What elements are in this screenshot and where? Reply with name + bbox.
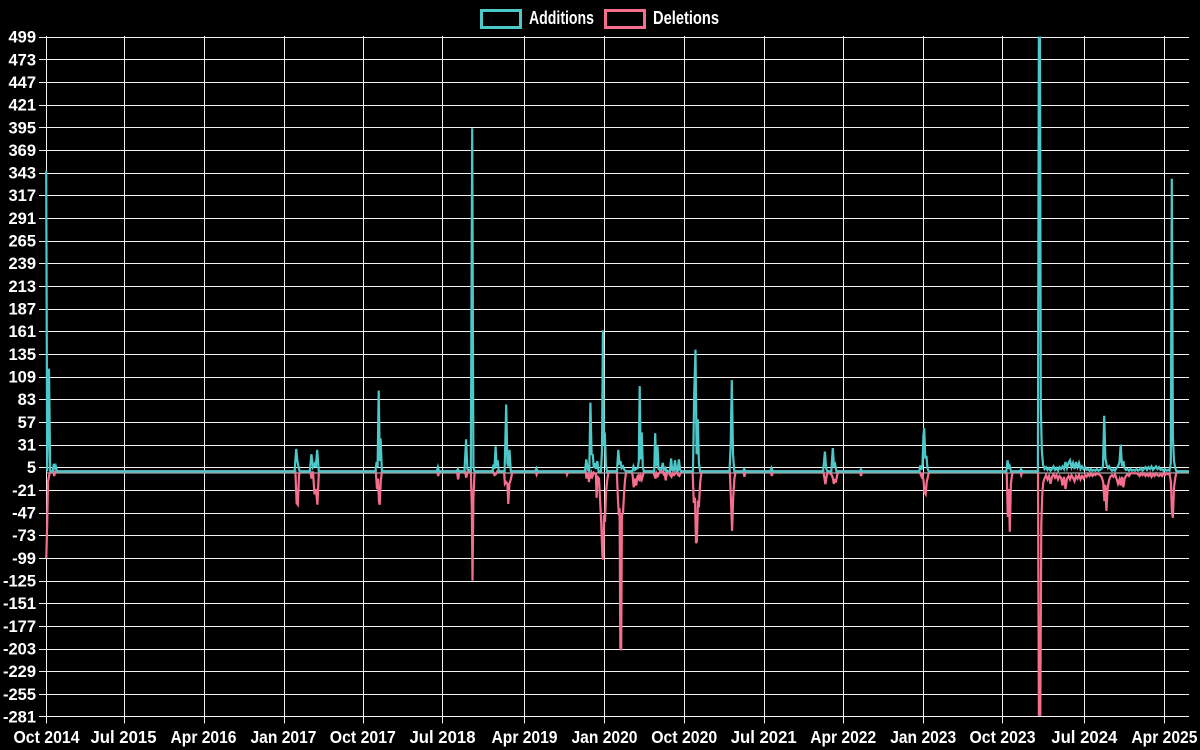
svg-text:31: 31	[18, 437, 36, 455]
svg-text:291: 291	[8, 210, 36, 228]
svg-text:-47: -47	[12, 505, 36, 523]
svg-text:Oct 2020: Oct 2020	[651, 727, 717, 747]
svg-text:-151: -151	[3, 595, 36, 613]
svg-text:135: 135	[8, 346, 36, 364]
svg-text:109: 109	[8, 369, 36, 387]
svg-text:83: 83	[18, 391, 36, 409]
svg-text:Oct 2017: Oct 2017	[330, 727, 396, 747]
svg-text:Apr 2022: Apr 2022	[810, 727, 876, 747]
svg-text:-281: -281	[3, 709, 36, 727]
svg-text:499: 499	[8, 29, 36, 47]
svg-text:-99: -99	[12, 550, 36, 568]
svg-text:Jan 2020: Jan 2020	[572, 727, 638, 747]
svg-text:239: 239	[8, 255, 36, 273]
svg-text:Apr 2019: Apr 2019	[492, 727, 558, 747]
svg-text:265: 265	[8, 233, 36, 251]
svg-text:473: 473	[8, 51, 36, 69]
svg-text:-177: -177	[3, 618, 36, 636]
svg-text:161: 161	[8, 323, 36, 341]
svg-text:395: 395	[8, 119, 36, 137]
svg-text:Jul 2021: Jul 2021	[731, 727, 797, 747]
svg-text:421: 421	[8, 97, 36, 115]
svg-text:Apr 2025: Apr 2025	[1131, 727, 1197, 747]
svg-text:-255: -255	[3, 686, 36, 704]
svg-text:-73: -73	[12, 527, 36, 545]
svg-text:-21: -21	[12, 482, 36, 500]
svg-text:Apr 2016: Apr 2016	[171, 727, 237, 747]
svg-text:343: 343	[8, 165, 36, 183]
svg-text:213: 213	[8, 278, 36, 296]
svg-text:447: 447	[8, 74, 36, 92]
svg-text:Jul 2015: Jul 2015	[91, 727, 157, 747]
svg-text:-125: -125	[3, 573, 36, 591]
svg-text:187: 187	[8, 301, 36, 319]
svg-text:Deletions: Deletions	[653, 8, 719, 28]
svg-text:369: 369	[8, 142, 36, 160]
svg-text:Jan 2023: Jan 2023	[890, 727, 956, 747]
svg-text:317: 317	[8, 187, 36, 205]
svg-text:Oct 2014: Oct 2014	[14, 727, 80, 747]
svg-text:Jul 2018: Jul 2018	[410, 727, 476, 747]
svg-text:Jul 2024: Jul 2024	[1051, 727, 1117, 747]
svg-text:-203: -203	[3, 641, 36, 659]
svg-text:57: 57	[18, 414, 36, 432]
svg-text:-229: -229	[3, 663, 36, 681]
svg-text:5: 5	[27, 459, 36, 477]
svg-text:Oct 2023: Oct 2023	[970, 727, 1036, 747]
svg-text:Jan 2017: Jan 2017	[251, 727, 317, 747]
svg-text:Additions: Additions	[529, 8, 594, 28]
